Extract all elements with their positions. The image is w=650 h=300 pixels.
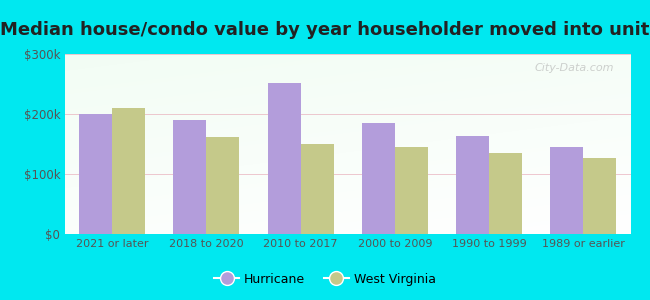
Bar xyxy=(489,153,522,234)
Bar xyxy=(112,108,145,234)
Bar xyxy=(456,136,489,234)
Legend: Hurricane, West Virginia: Hurricane, West Virginia xyxy=(209,268,441,291)
Bar xyxy=(268,83,300,234)
Bar xyxy=(551,147,584,234)
Bar xyxy=(362,123,395,234)
Bar xyxy=(207,137,239,234)
Text: City-Data.com: City-Data.com xyxy=(534,63,614,73)
Bar xyxy=(584,158,616,234)
Bar xyxy=(174,120,207,234)
Bar xyxy=(79,114,112,234)
Bar xyxy=(395,147,428,234)
Bar xyxy=(300,144,333,234)
Text: Median house/condo value by year householder moved into unit: Median house/condo value by year househo… xyxy=(0,21,650,39)
